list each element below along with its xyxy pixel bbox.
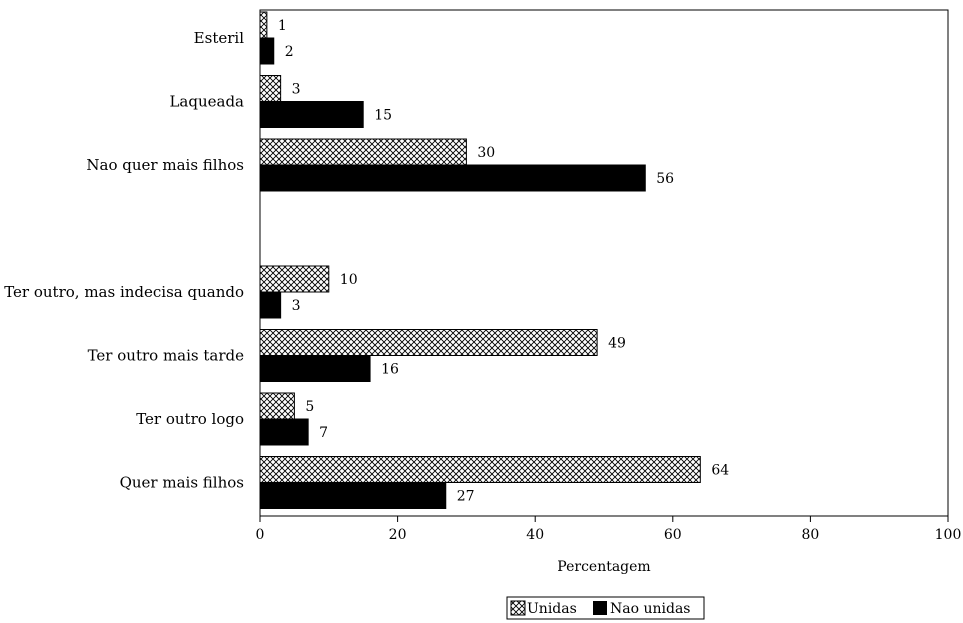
legend-label-unidas: Unidas: [527, 601, 577, 617]
category-label-quer-mais-filhos: Quer mais filhos: [120, 474, 244, 492]
data-label-unidas-esteril: 1: [278, 18, 287, 34]
bar-nao-unidas-nao-quer-mais-filhos: [259, 164, 646, 192]
x-tick-label-0: 0: [256, 527, 265, 543]
data-label-unidas-ter-outro-logo: 5: [305, 399, 314, 415]
category-label-ter-outro-mais-tarde: Ter outro mais tarde: [88, 347, 245, 365]
legend-swatch-unidas: [510, 600, 526, 616]
data-label-nao-unidas-laqueada: 15: [374, 108, 392, 124]
data-label-nao-unidas-esteril: 2: [285, 44, 294, 60]
bar-unidas-ter-outro-mais-tarde: [259, 329, 598, 356]
bar-nao-unidas-ter-outro-mais-tarde: [259, 355, 371, 382]
labels-layer: Esteril 1 2 Laqueada 3 15 Nao quer mais filhos…: [4, 18, 729, 505]
bar-unidas-quer-mais-filhos: [259, 456, 701, 483]
bar-unidas-laqueada: [259, 75, 282, 102]
legend-swatch-nao-unidas: [593, 601, 607, 615]
plot-area-frame: [259, 9, 949, 517]
data-label-nao-unidas-ter-outro-mais-tarde: 16: [381, 362, 399, 378]
data-label-unidas-ter-outro-mais-tarde: 49: [608, 336, 626, 352]
data-label-nao-unidas-ter-outro-logo: 7: [319, 425, 328, 441]
bar-unidas-esteril: [259, 11, 268, 39]
legend-label-nao-unidas: Nao unidas: [610, 601, 690, 617]
bar-nao-unidas-quer-mais-filhos: [259, 482, 447, 509]
x-axis-title: Percentagem: [557, 559, 650, 575]
x-tick-label-100: 100: [935, 527, 962, 543]
x-tick-label-20: 20: [389, 527, 407, 543]
bar-unidas-ter-outro-mas-indecisa-quando: [259, 265, 330, 293]
category-label-ter-outro-logo: Ter outro logo: [136, 410, 244, 428]
legend: Unidas Nao unidas: [506, 596, 705, 620]
bars-layer: [259, 11, 701, 509]
category-label-ter-outro-mas-indecisa-quando: Ter outro, mas indecisa quando: [4, 283, 244, 301]
category-label-nao-quer-mais-filhos: Nao quer mais filhos: [86, 156, 244, 174]
x-tick-label-40: 40: [526, 527, 544, 543]
data-label-unidas-quer-mais-filhos: 64: [711, 463, 729, 479]
x-axis: 0 20 40 60 80 100: [256, 516, 962, 543]
bar-nao-unidas-ter-outro-mas-indecisa-quando: [259, 291, 282, 319]
data-label-unidas-nao-quer-mais-filhos: 30: [477, 145, 495, 161]
category-label-laqueada: Laqueada: [169, 93, 244, 111]
bar-unidas-nao-quer-mais-filhos: [259, 138, 467, 166]
bar-nao-unidas-ter-outro-logo: [259, 418, 309, 446]
data-label-nao-unidas-ter-outro-mas-indecisa-quando: 3: [292, 298, 301, 314]
data-label-nao-unidas-quer-mais-filhos: 27: [457, 489, 475, 505]
x-tick-label-60: 60: [664, 527, 682, 543]
data-label-nao-unidas-nao-quer-mais-filhos: 56: [656, 171, 674, 187]
bar-nao-unidas-esteril: [259, 37, 275, 65]
data-label-unidas-ter-outro-mas-indecisa-quando: 10: [340, 272, 358, 288]
bar-unidas-ter-outro-logo: [259, 392, 295, 420]
x-tick-label-80: 80: [801, 527, 819, 543]
category-label-esteril: Esteril: [194, 29, 245, 47]
bar-nao-unidas-laqueada: [259, 101, 364, 128]
data-label-unidas-laqueada: 3: [292, 82, 301, 98]
